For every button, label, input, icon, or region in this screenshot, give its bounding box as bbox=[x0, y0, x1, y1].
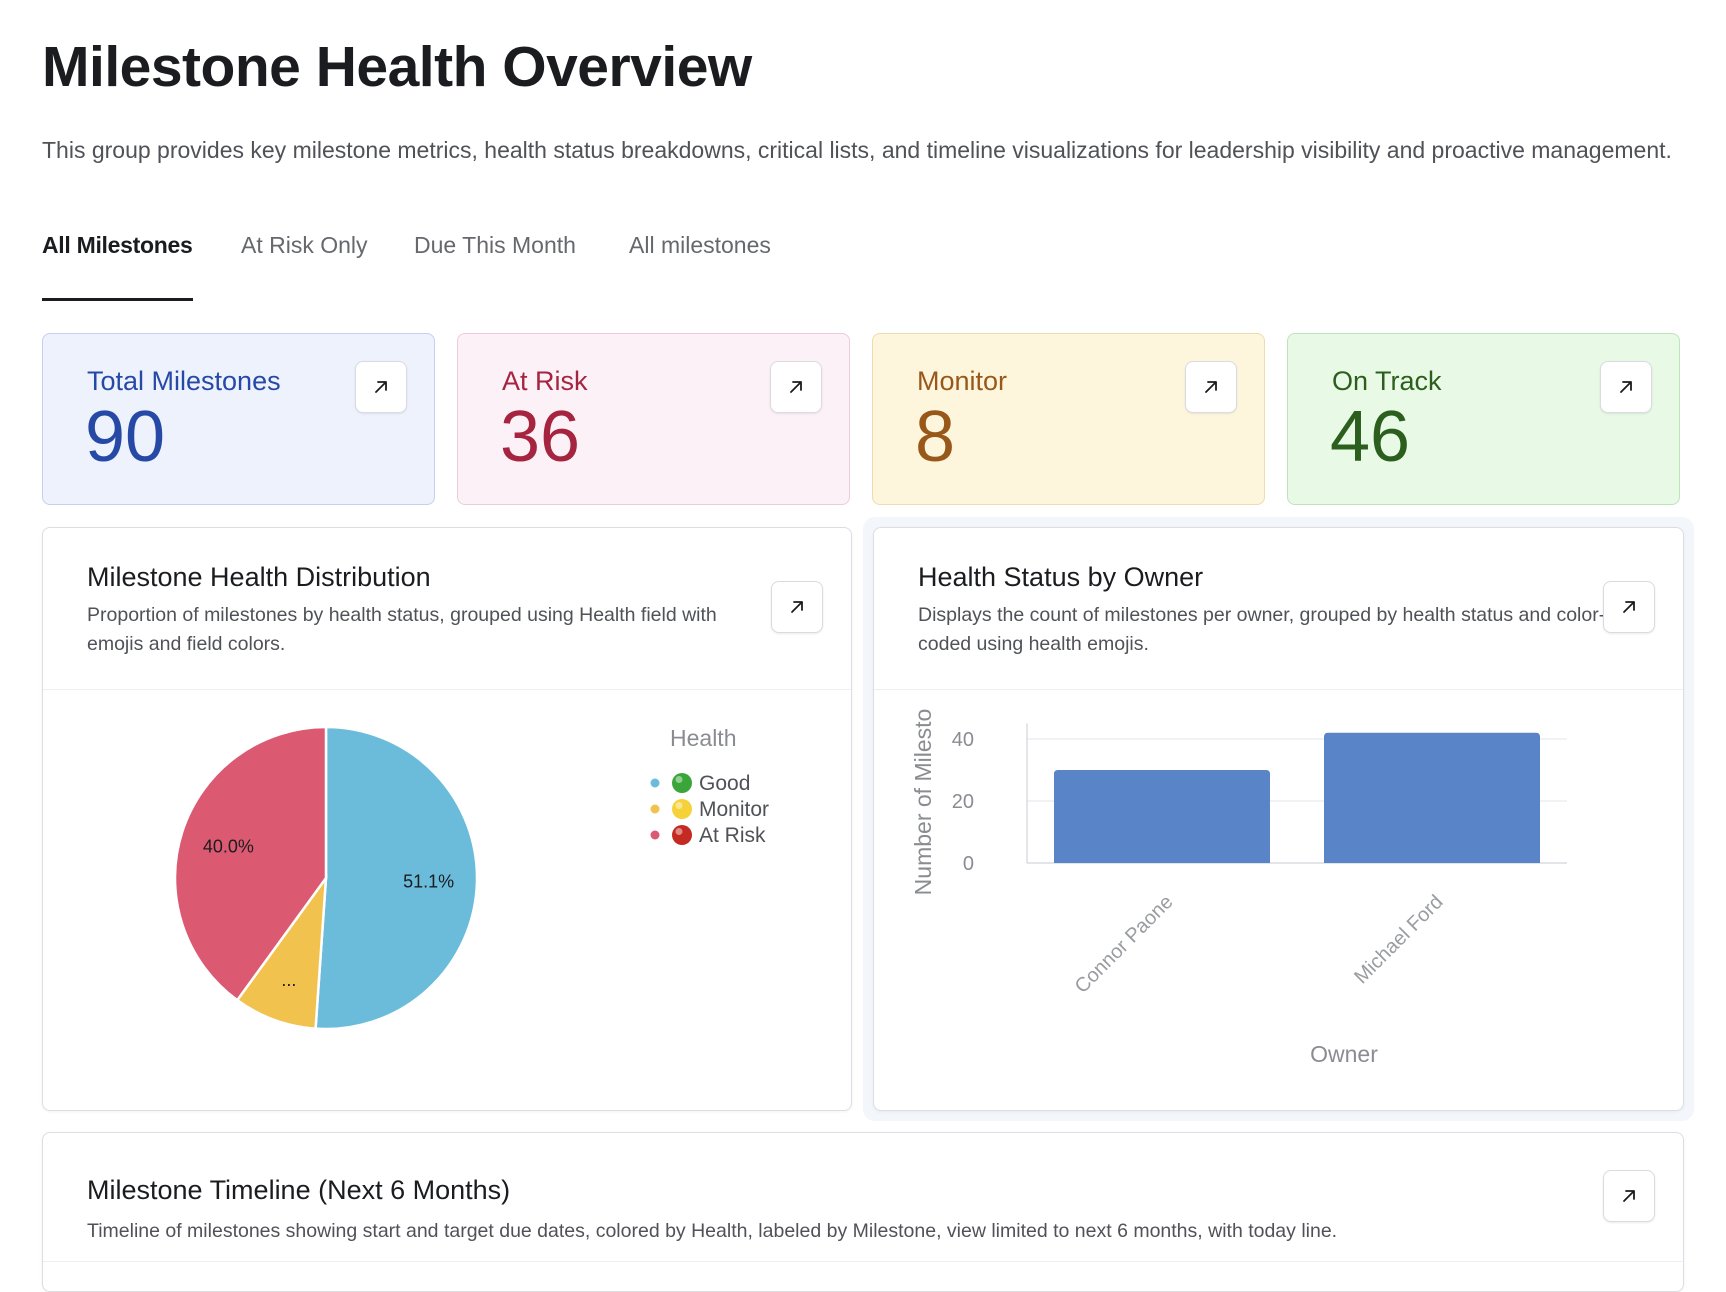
card-description: Timeline of milestones showing start and… bbox=[87, 1220, 1338, 1242]
y-tick-label: 40 bbox=[952, 729, 974, 751]
expand-button-timeline[interactable] bbox=[1603, 1170, 1655, 1222]
kpi-at-risk-value: 36 bbox=[500, 397, 581, 477]
page-title: Milestone Health Overview bbox=[42, 35, 752, 99]
emoji-highlight bbox=[675, 802, 683, 809]
y-tick-label: 0 bbox=[963, 853, 974, 875]
legend-label: Monitor bbox=[699, 798, 769, 821]
legend-item-monitor[interactable]: Monitor bbox=[650, 798, 770, 821]
kpi-total-milestones: Total Milestones 90 bbox=[42, 333, 435, 505]
pie-slice-label: ... bbox=[281, 970, 296, 990]
health-distribution-card: Milestone Health Distribution Proportion… bbox=[42, 527, 852, 1111]
card-divider bbox=[43, 689, 851, 690]
kpi-on-track-label: On Track bbox=[1332, 366, 1442, 396]
legend-item-good[interactable]: Good bbox=[650, 772, 751, 795]
arrow-up-right-icon bbox=[1623, 1190, 1635, 1202]
expand-button-health-by-owner[interactable] bbox=[1603, 581, 1655, 633]
x-axis-label: Owner bbox=[1310, 1041, 1378, 1067]
kpi-monitor-value: 8 bbox=[915, 397, 956, 477]
tab-due-this-month[interactable]: Due This Month bbox=[414, 232, 576, 258]
tab-at-risk-only[interactable]: At Risk Only bbox=[241, 232, 368, 258]
kpi-on-track-value: 46 bbox=[1330, 397, 1411, 477]
x-tick-label: Connor Paone bbox=[1071, 891, 1178, 998]
arrow-up-right-icon bbox=[1620, 381, 1632, 393]
active-tab-indicator bbox=[42, 298, 193, 301]
legend-label: Good bbox=[699, 772, 750, 795]
y-axis-label: Number of Milesto bbox=[910, 709, 936, 896]
bar-connor-paone[interactable] bbox=[1054, 770, 1270, 863]
pie-slice-monitor[interactable] bbox=[235, 873, 328, 1030]
card-description: Displays the count of milestones per own… bbox=[918, 604, 1606, 655]
tab-bar: All Milestones At Risk Only Due This Mon… bbox=[42, 232, 942, 302]
pie-slice-good[interactable] bbox=[314, 725, 479, 1031]
tab-all-milestones[interactable]: All Milestones bbox=[42, 232, 193, 258]
kpi-total-value: 90 bbox=[85, 397, 166, 477]
arrow-up-right-icon bbox=[790, 381, 802, 393]
legend-dot bbox=[650, 804, 660, 814]
kpi-at-risk-label: At Risk bbox=[502, 366, 588, 396]
expand-button-on-track[interactable] bbox=[1600, 361, 1652, 413]
x-tick-label: Michael Ford bbox=[1350, 891, 1447, 988]
kpi-total-label: Total Milestones bbox=[87, 366, 281, 396]
legend-dot bbox=[650, 830, 660, 840]
health-by-owner-card: Health Status by Owner Displays the coun… bbox=[873, 527, 1684, 1111]
health-emoji-icon bbox=[672, 773, 692, 793]
kpi-at-risk: At Risk 36 bbox=[457, 333, 850, 505]
arrow-up-right-icon bbox=[1205, 381, 1217, 393]
tab-all-milestones-lower[interactable]: All milestones bbox=[629, 232, 771, 258]
kpi-on-track: On Track 46 bbox=[1287, 333, 1680, 505]
arrow-up-right-icon bbox=[791, 601, 803, 613]
emoji-highlight bbox=[675, 776, 683, 783]
pie-chart: 51.1%... 40.0% Health Good Monitor At Risk bbox=[173, 725, 770, 1031]
kpi-monitor: Monitor 8 bbox=[872, 333, 1265, 505]
y-tick-label: 20 bbox=[952, 791, 974, 813]
card-description: Proportion of milestones by health statu… bbox=[87, 604, 717, 655]
legend-item-at-risk[interactable]: At Risk bbox=[650, 824, 767, 847]
arrow-up-right-icon bbox=[1623, 601, 1635, 613]
legend-dot bbox=[650, 778, 660, 788]
pie-slice-at-risk[interactable] bbox=[173, 725, 328, 1002]
health-emoji-icon bbox=[672, 825, 692, 845]
card-divider bbox=[43, 1261, 1683, 1262]
expand-button-health-distribution[interactable] bbox=[771, 581, 823, 633]
bar-michael-ford[interactable] bbox=[1324, 732, 1540, 863]
card-title: Milestone Health Distribution bbox=[87, 562, 431, 592]
bar-chart: 0 20 40 Connor Paone Michael Ford Number of… bbox=[910, 709, 1567, 1067]
health-emoji-icon bbox=[672, 799, 692, 819]
card-title: Milestone Timeline (Next 6 Months) bbox=[87, 1175, 511, 1205]
card-divider bbox=[874, 689, 1683, 690]
pie-slice-label: 51.1% bbox=[403, 872, 454, 892]
expand-button-at-risk[interactable] bbox=[770, 361, 822, 413]
page-subtitle: This group provides key milestone metric… bbox=[42, 137, 1672, 163]
timeline-card: Milestone Timeline (Next 6 Months) Timel… bbox=[42, 1132, 1684, 1292]
expand-button-total[interactable] bbox=[355, 361, 407, 413]
pie-slice-label: 40.0% bbox=[203, 836, 254, 856]
kpi-monitor-label: Monitor bbox=[917, 366, 1008, 396]
arrow-up-right-icon bbox=[375, 381, 387, 393]
legend-title: Health bbox=[670, 725, 736, 751]
legend-label: At Risk bbox=[699, 824, 766, 847]
expand-button-monitor[interactable] bbox=[1185, 361, 1237, 413]
card-title: Health Status by Owner bbox=[918, 562, 1204, 592]
emoji-highlight bbox=[675, 828, 683, 835]
